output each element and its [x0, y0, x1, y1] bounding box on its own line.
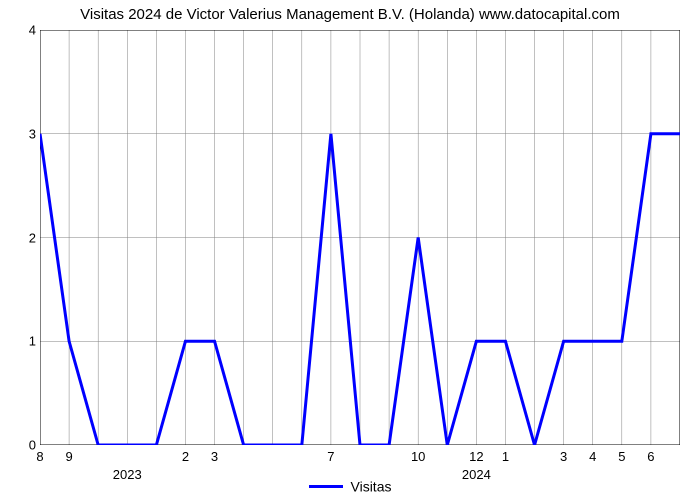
chart-title: Visitas 2024 de Victor Valerius Manageme… — [0, 6, 700, 23]
x-tick-label: 2 — [182, 449, 189, 464]
x-tick-label: 9 — [65, 449, 72, 464]
x-tick-label: 7 — [327, 449, 334, 464]
chart-container: Visitas 2024 de Victor Valerius Manageme… — [0, 0, 700, 500]
y-tick-label: 4 — [0, 23, 36, 38]
y-tick-label: 1 — [0, 334, 36, 349]
x-tick-label: 10 — [411, 449, 425, 464]
y-tick-label: 3 — [0, 126, 36, 141]
x-tick-label: 8 — [36, 449, 43, 464]
x-tick-label: 4 — [589, 449, 596, 464]
chart-plot — [40, 30, 680, 445]
legend-label: Visitas — [351, 478, 392, 494]
x-tick-label: 5 — [618, 449, 625, 464]
chart-legend: Visitas — [0, 477, 700, 494]
y-tick-label: 0 — [0, 438, 36, 453]
x-tick-label: 3 — [560, 449, 567, 464]
legend-line-icon — [309, 485, 343, 488]
x-tick-label: 6 — [647, 449, 654, 464]
x-tick-label: 12 — [469, 449, 483, 464]
y-tick-label: 2 — [0, 230, 36, 245]
x-tick-label: 1 — [502, 449, 509, 464]
x-tick-label: 3 — [211, 449, 218, 464]
